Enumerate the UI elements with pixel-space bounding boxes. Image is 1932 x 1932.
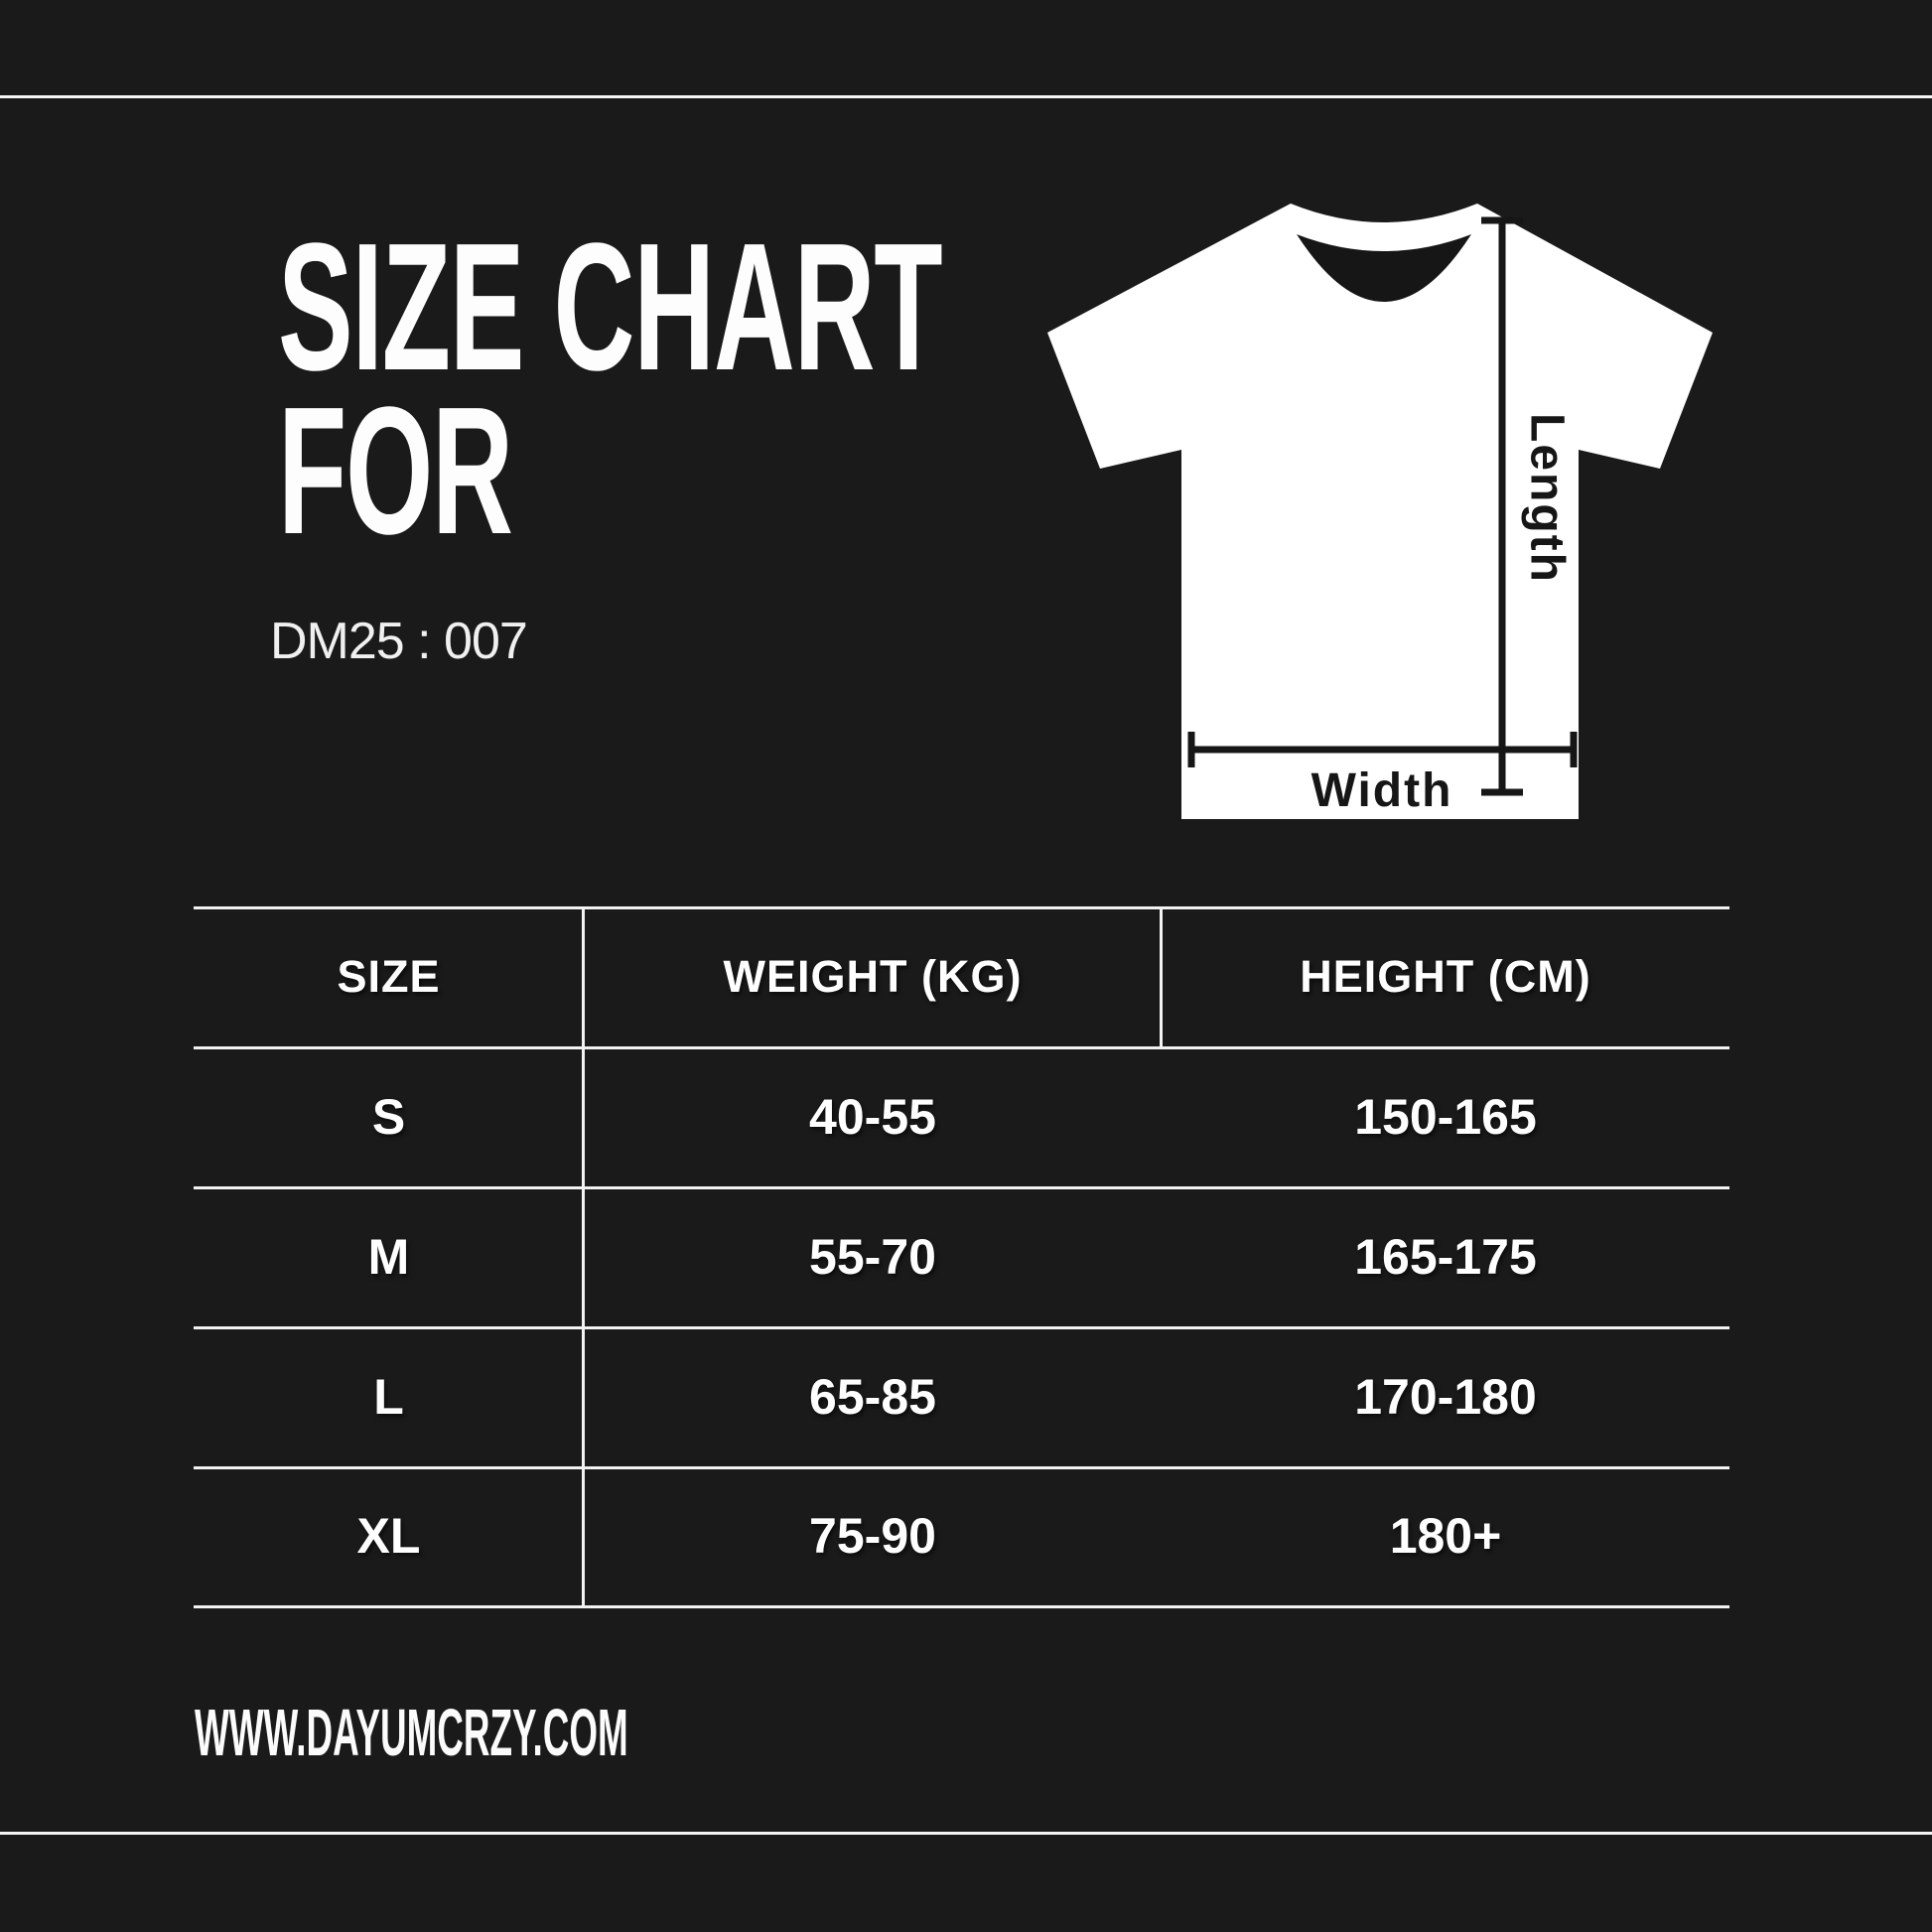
row-l-size: L bbox=[373, 1368, 404, 1425]
page-title-line-2: FOR bbox=[278, 368, 513, 572]
bottom-divider bbox=[0, 1832, 1932, 1835]
table-line-bottom bbox=[194, 1605, 1729, 1608]
table-line-col2 bbox=[1160, 906, 1163, 1048]
length-label: Length bbox=[1520, 413, 1573, 584]
row-m-height: 165-175 bbox=[1354, 1228, 1537, 1285]
row-s-weight: 40-55 bbox=[809, 1088, 936, 1145]
row-m-weight: 55-70 bbox=[809, 1228, 936, 1285]
row-m-size: M bbox=[367, 1228, 410, 1285]
header-weight: WEIGHT (KG) bbox=[723, 950, 1023, 1002]
table-line-row3 bbox=[194, 1466, 1729, 1469]
page-title-line-1: SIZE CHART bbox=[278, 205, 943, 408]
table-line-col1 bbox=[582, 906, 585, 1608]
width-label: Width bbox=[1311, 764, 1453, 817]
width-measure-line bbox=[1187, 732, 1578, 767]
tshirt-icon bbox=[1047, 204, 1713, 819]
row-xl-weight: 75-90 bbox=[809, 1508, 936, 1564]
row-l-weight: 65-85 bbox=[809, 1368, 936, 1425]
table-line-row1 bbox=[194, 1186, 1729, 1189]
table-line-row2 bbox=[194, 1326, 1729, 1329]
size-table: SIZE WEIGHT (KG) HEIGHT (CM) S 40-55 150… bbox=[194, 906, 1729, 1608]
header-height: HEIGHT (CM) bbox=[1300, 950, 1591, 1002]
row-s-size: S bbox=[371, 1088, 406, 1145]
row-xl-height: 180+ bbox=[1389, 1508, 1502, 1564]
website-url: WWW.DAYUMCRZY.COM bbox=[195, 1696, 628, 1770]
row-s-height: 150-165 bbox=[1354, 1088, 1537, 1145]
length-measure-line bbox=[1481, 216, 1523, 796]
header-size: SIZE bbox=[337, 950, 441, 1002]
table-line-header-bottom bbox=[194, 1046, 1729, 1049]
collar-icon bbox=[1297, 234, 1471, 302]
top-divider bbox=[0, 95, 1932, 98]
row-l-height: 170-180 bbox=[1354, 1368, 1537, 1425]
table-line-top bbox=[194, 906, 1729, 909]
product-code: DM25 : 007 bbox=[270, 613, 528, 670]
row-xl-size: XL bbox=[356, 1508, 421, 1564]
